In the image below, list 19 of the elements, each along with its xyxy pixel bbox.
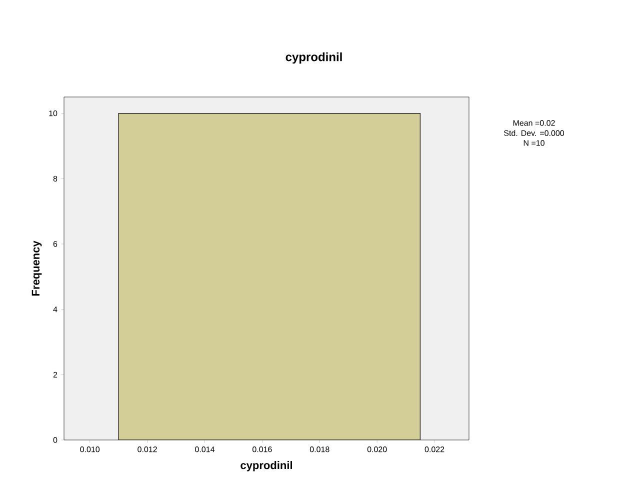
x-axis-title: cyprodinil <box>240 461 292 472</box>
y-tick-label: 8 <box>53 176 58 182</box>
x-tick-label: 0.012 <box>138 446 157 452</box>
text: N =10 <box>524 140 544 146</box>
x-tick-label: 0.022 <box>424 446 444 452</box>
x-tick-label: 0.010 <box>80 446 100 452</box>
y-axis-title: Frequency <box>32 240 42 296</box>
x-tick-label: 0.020 <box>367 446 387 452</box>
x-tick-label: 0.018 <box>310 446 330 452</box>
y-tick-label: 10 <box>49 110 58 116</box>
text: Std. Dev. =0.000 <box>504 130 564 136</box>
x-tick-label: 0.016 <box>252 446 272 452</box>
y-tick-label: 0 <box>53 437 58 443</box>
chart-title: cyprodinil <box>286 52 342 64</box>
y-tick-label: 4 <box>53 306 58 312</box>
y-tick-label: 2 <box>53 372 58 378</box>
x-tick-label: 0.014 <box>195 446 215 452</box>
y-tick-label: 6 <box>53 241 58 247</box>
text: Mean =0.02 <box>513 120 555 126</box>
